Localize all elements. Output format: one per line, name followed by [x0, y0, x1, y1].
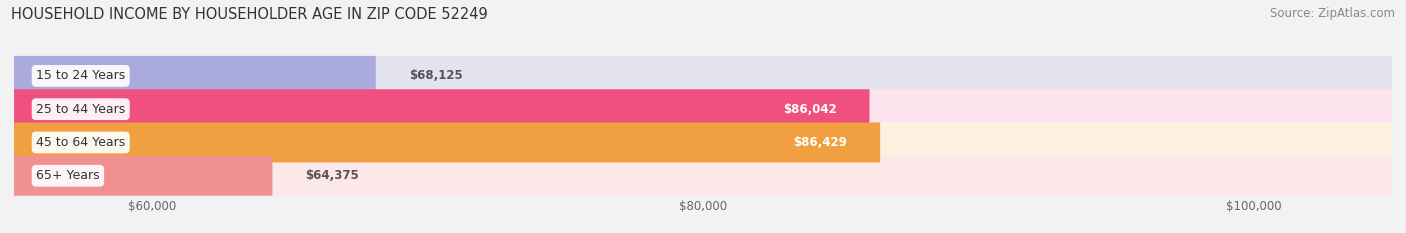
Text: Source: ZipAtlas.com: Source: ZipAtlas.com	[1270, 7, 1395, 20]
FancyBboxPatch shape	[14, 89, 1392, 129]
FancyBboxPatch shape	[14, 156, 1392, 196]
FancyBboxPatch shape	[14, 156, 273, 196]
FancyBboxPatch shape	[14, 89, 869, 129]
Text: $68,125: $68,125	[409, 69, 463, 82]
Text: HOUSEHOLD INCOME BY HOUSEHOLDER AGE IN ZIP CODE 52249: HOUSEHOLD INCOME BY HOUSEHOLDER AGE IN Z…	[11, 7, 488, 22]
FancyBboxPatch shape	[14, 56, 375, 96]
FancyBboxPatch shape	[14, 123, 1392, 162]
FancyBboxPatch shape	[14, 123, 880, 162]
Text: 25 to 44 Years: 25 to 44 Years	[37, 103, 125, 116]
Text: 45 to 64 Years: 45 to 64 Years	[37, 136, 125, 149]
Text: 15 to 24 Years: 15 to 24 Years	[37, 69, 125, 82]
Text: $86,429: $86,429	[793, 136, 846, 149]
Text: 65+ Years: 65+ Years	[37, 169, 100, 182]
Text: $64,375: $64,375	[305, 169, 359, 182]
FancyBboxPatch shape	[14, 56, 1392, 96]
Text: $86,042: $86,042	[783, 103, 837, 116]
